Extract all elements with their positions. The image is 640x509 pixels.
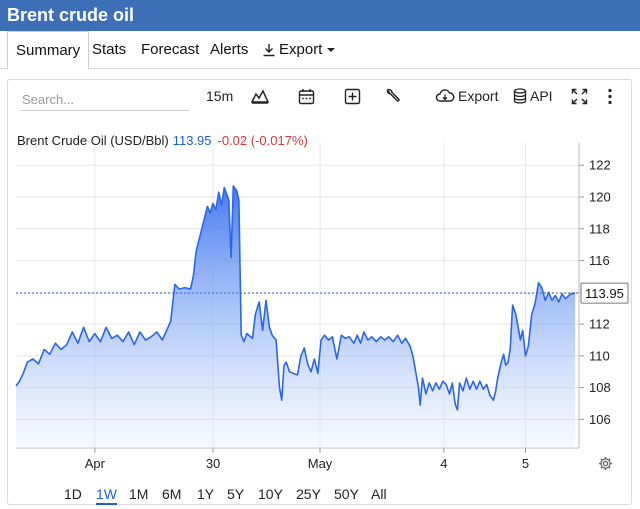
y-tick-label: 106 — [589, 412, 611, 427]
export-label: Export — [458, 88, 499, 104]
chart-panel: 15m Export API — [7, 79, 632, 505]
x-axis: Apr 30 May 4 5 — [16, 447, 579, 471]
range-10y[interactable]: 10Y — [258, 486, 283, 502]
y-tick-label: 110 — [589, 348, 610, 363]
tab-summary[interactable]: Summary — [7, 31, 90, 70]
y-axis: 122120118116114112110108106 — [578, 143, 611, 448]
x-tick-label: Apr — [85, 456, 106, 471]
range-1w[interactable]: 1W — [96, 486, 117, 505]
y-tick-label: 118 — [589, 221, 610, 236]
more-vertical-icon[interactable] — [607, 88, 613, 105]
y-tick-label: 116 — [589, 253, 610, 268]
y-tick-label: 122 — [589, 158, 611, 173]
range-6m[interactable]: 6M — [162, 486, 182, 502]
quote-header: Brent Crude Oil (USD/Bbl) 113.95 -0.02 (-0… — [17, 133, 308, 148]
range-5y[interactable]: 5Y — [227, 486, 245, 502]
tab-alerts[interactable]: Alerts — [210, 41, 249, 58]
cloud-download-icon — [435, 89, 455, 102]
tab-stats[interactable]: Stats — [92, 41, 127, 58]
y-tick-label: 112 — [589, 317, 610, 332]
range-1m[interactable]: 1M — [129, 486, 149, 502]
x-tick-label: 4 — [440, 456, 447, 471]
last-price: 113.95 — [172, 133, 212, 148]
wrench-icon[interactable] — [384, 88, 401, 105]
x-tick-label: 5 — [522, 456, 529, 471]
caret-down-icon — [327, 48, 336, 52]
range-selector: 1D 1W 1M 6M 1Y 5Y 10Y 25Y 50Y All — [8, 484, 631, 506]
api-button[interactable]: API — [513, 88, 553, 104]
y-tick-label: 108 — [589, 380, 611, 395]
tab-bar: Summary Stats Forecast Alerts Export — [0, 31, 640, 70]
range-1d[interactable]: 1D — [64, 486, 82, 502]
range-50y[interactable]: 50Y — [334, 486, 359, 502]
calendar-icon[interactable] — [298, 88, 315, 105]
range-all[interactable]: All — [371, 486, 387, 502]
api-label: API — [530, 88, 553, 104]
chart-toolbar: 15m Export API — [8, 80, 631, 114]
interval-selector[interactable]: 15m — [206, 88, 234, 104]
export-button[interactable]: Export — [435, 88, 498, 104]
range-25y[interactable]: 25Y — [296, 486, 321, 502]
tab-forecast[interactable]: Forecast — [141, 41, 200, 58]
tab-export-label: Export — [279, 41, 323, 58]
y-tick-label: 120 — [589, 190, 611, 205]
window-title: Brent crude oil — [0, 0, 640, 31]
tab-export[interactable]: Export — [262, 31, 336, 69]
x-tick-label: 30 — [206, 456, 220, 471]
settings-gear-icon[interactable] — [598, 456, 613, 476]
instrument-name: Brent Crude Oil (USD/Bbl) — [17, 133, 169, 148]
fullscreen-icon[interactable] — [571, 88, 588, 105]
x-tick-label: May — [308, 456, 333, 471]
price-change: -0.02 (-0.017%) — [217, 133, 308, 148]
search-input[interactable] — [20, 89, 190, 111]
area-chart-icon[interactable] — [251, 88, 269, 104]
price-area — [16, 185, 576, 448]
plus-square-icon[interactable] — [344, 88, 361, 105]
price-line — [15, 185, 576, 411]
last-price-label: 113.95 — [585, 286, 624, 301]
database-icon — [513, 88, 527, 104]
range-1y[interactable]: 1Y — [197, 486, 215, 502]
download-icon — [263, 44, 275, 57]
last-price-badge: 113.95 — [580, 282, 629, 304]
